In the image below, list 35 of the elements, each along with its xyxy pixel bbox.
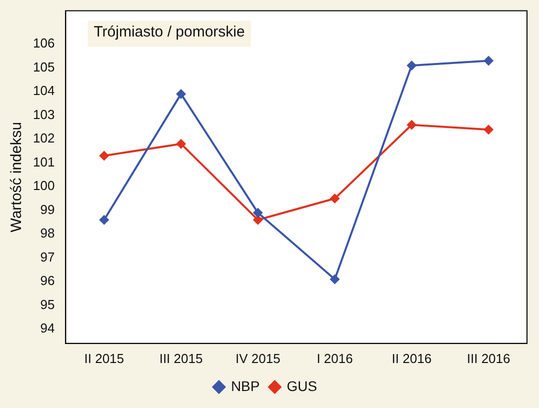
point bbox=[176, 88, 186, 99]
x-tick-label: III 2015 bbox=[159, 350, 203, 366]
y-tick-label: 102 bbox=[32, 130, 55, 146]
point bbox=[99, 214, 110, 225]
point bbox=[99, 150, 110, 161]
x-tick-label: I 2016 bbox=[316, 350, 353, 366]
y-tick-label: 98 bbox=[40, 226, 55, 241]
point bbox=[330, 193, 340, 204]
y-tick-label: 103 bbox=[32, 106, 55, 122]
point bbox=[252, 214, 263, 225]
legend-label: GUS bbox=[286, 378, 318, 394]
legend-label: NBP bbox=[230, 378, 260, 394]
point bbox=[406, 120, 417, 130]
x-tick-label: III 2016 bbox=[466, 350, 510, 366]
point bbox=[484, 56, 494, 66]
y-tick-label: 94 bbox=[40, 320, 55, 336]
y-tick-label: 100 bbox=[32, 178, 55, 194]
y-tick-label: 101 bbox=[32, 154, 55, 170]
point bbox=[252, 208, 263, 218]
y-tick-label: 99 bbox=[40, 202, 55, 217]
y-tick-label: 104 bbox=[32, 83, 55, 98]
x-tick-label: IV 2015 bbox=[235, 350, 280, 366]
y-tick-label: 106 bbox=[32, 36, 55, 51]
y-tick-label: 95 bbox=[40, 296, 55, 312]
y-tick-label: 97 bbox=[40, 249, 55, 264]
point bbox=[176, 138, 186, 149]
x-tick-label: II 2016 bbox=[392, 350, 432, 366]
y-axis-title: Wartość indeksu bbox=[8, 122, 26, 232]
point bbox=[484, 124, 494, 135]
point bbox=[330, 274, 340, 284]
point bbox=[406, 60, 417, 70]
y-tick-label: 96 bbox=[40, 273, 55, 288]
annotation: Trójmiasto / pomorskie bbox=[94, 23, 245, 40]
y-tick-label: 105 bbox=[32, 59, 55, 74]
x-tick-label: II 2015 bbox=[84, 350, 124, 366]
